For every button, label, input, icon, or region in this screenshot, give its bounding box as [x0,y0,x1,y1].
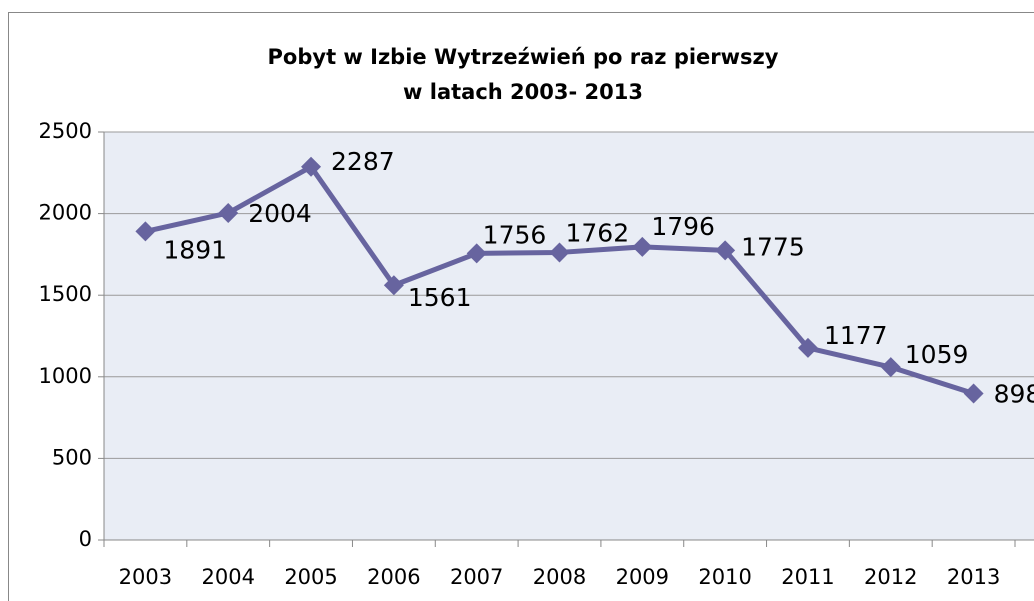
x-tick-label: 2008 [533,565,586,589]
data-label: 898 [994,379,1034,408]
data-label: 1756 [483,220,547,249]
y-tick-label: 2000 [39,201,92,225]
x-tick-label: 2007 [450,565,503,589]
data-point [797,337,818,358]
data-label: 1059 [905,340,969,369]
data-label: 1891 [163,235,227,264]
data-label: 2287 [331,147,395,176]
data-point [383,275,404,296]
data-label: 2004 [248,199,312,228]
data-point [301,156,322,177]
data-point [549,242,570,263]
data-point [880,357,901,378]
data-point [632,236,653,257]
x-tick-label: 2003 [119,565,172,589]
chart-title: Pobyt w Izbie Wytrzeźwień po raz pierwsz… [268,45,779,69]
y-tick-label: 0 [79,527,92,551]
data-label: 1561 [408,283,472,312]
x-tick-label: 2009 [616,565,669,589]
x-tick-label: 2004 [202,565,255,589]
x-tick-label: 2010 [698,565,751,589]
x-tick-label: 2012 [864,565,917,589]
data-label: 1775 [741,232,805,261]
x-tick-label: 2005 [284,565,337,589]
y-tick-label: 1500 [39,282,92,306]
data-label: 1796 [651,212,715,241]
data-point [218,202,239,223]
plot-area [104,132,1034,540]
data-point [715,240,736,261]
x-tick-label: 2011 [781,565,834,589]
data-point [466,243,487,264]
y-tick-label: 500 [52,445,92,469]
data-point [963,383,984,404]
x-tick-label: 2006 [367,565,420,589]
data-label: 1177 [824,321,888,350]
data-label: 1762 [566,218,630,247]
chart-title: w latach 2003- 2013 [403,80,643,104]
y-tick-label: 1000 [39,364,92,388]
data-point [135,221,156,242]
y-tick-label: 2500 [39,119,92,143]
x-tick-label: 2013 [947,565,1000,589]
